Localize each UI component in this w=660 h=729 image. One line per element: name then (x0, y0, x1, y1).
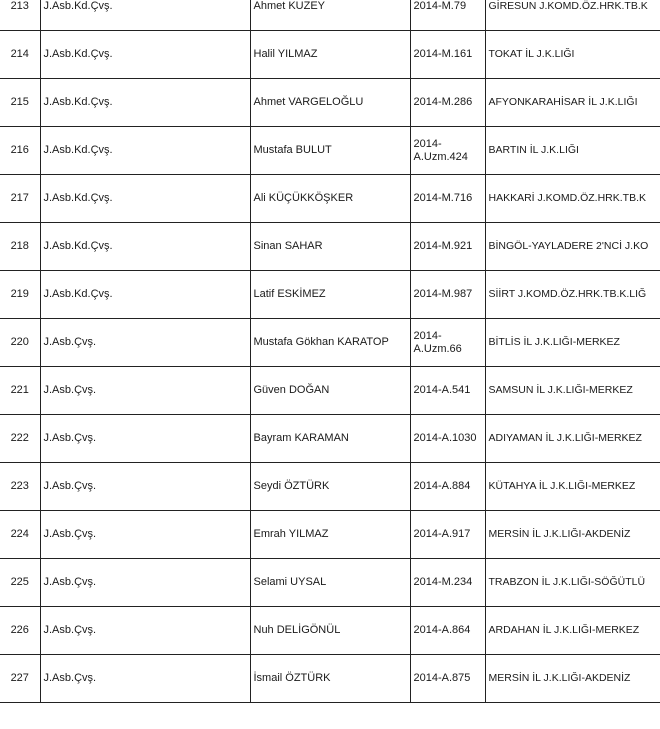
name-cell: Bayram KARAMAN (249, 414, 411, 463)
registry-number-cell: 2014-A.Uzm.424 (409, 126, 486, 175)
personnel-table: 213 J.Asb.Kd.Çvş. Ahmet KUZEY 2014-M.79 GİRE… (0, 0, 660, 703)
unit-cell: HAKKARİ J.KOMD.ÖZ.HRK.TB.K (484, 174, 660, 223)
row-number: 226 (0, 606, 41, 655)
table-row: 224 J.Asb.Çvş. Emrah YILMAZ 2014-A.917 MERSİ… (0, 510, 660, 559)
name-cell: Ahmet KUZEY (249, 0, 411, 31)
name-cell: İsmail ÖZTÜRK (249, 654, 411, 703)
registry-number-cell: 2014-M.286 (409, 78, 486, 127)
name-cell: Nuh DELİGÖNÜL (249, 606, 411, 655)
rank-cell: J.Asb.Çvş. (39, 558, 251, 607)
unit-cell: TOKAT İL J.K.LIĞI (484, 30, 660, 79)
table-row: 225 J.Asb.Çvş. Selami UYSAL 2014-M.234 TRABZ… (0, 558, 660, 607)
unit-cell: AFYONKARAHİSAR İL J.K.LIĞI (484, 78, 660, 127)
table-row: 219 J.Asb.Kd.Çvş. Latif ESKİMEZ 2014-M.987 S… (0, 270, 660, 319)
registry-number-cell: 2014-M.234 (409, 558, 486, 607)
row-number: 217 (0, 174, 41, 223)
rank-cell: J.Asb.Kd.Çvş. (39, 0, 251, 31)
registry-number-cell: 2014-A.917 (409, 510, 486, 559)
unit-cell: BİTLİS İL J.K.LIĞI-MERKEZ (484, 318, 660, 367)
unit-cell: KÜTAHYA İL J.K.LIĞI-MERKEZ (484, 462, 660, 511)
row-number: 213 (0, 0, 41, 31)
row-number: 220 (0, 318, 41, 367)
row-number: 224 (0, 510, 41, 559)
name-cell: Mustafa Gökhan KARATOP (249, 318, 411, 367)
unit-cell: MERSİN İL J.K.LIĞI-AKDENİZ (484, 510, 660, 559)
table-row: 215 J.Asb.Kd.Çvş. Ahmet VARGELOĞLU 2014-M.2… (0, 78, 660, 127)
row-number: 214 (0, 30, 41, 79)
name-cell: Latif ESKİMEZ (249, 270, 411, 319)
row-number: 215 (0, 78, 41, 127)
rank-cell: J.Asb.Çvş. (39, 318, 251, 367)
name-cell: Selami UYSAL (249, 558, 411, 607)
registry-number-cell: 2014-A.864 (409, 606, 486, 655)
row-number: 225 (0, 558, 41, 607)
unit-cell: ARDAHAN İL J.K.LIĞI-MERKEZ (484, 606, 660, 655)
rank-cell: J.Asb.Kd.Çvş. (39, 30, 251, 79)
unit-cell: SAMSUN İL J.K.LIĞI-MERKEZ (484, 366, 660, 415)
registry-number-cell: 2014-A.Uzm.66 (409, 318, 486, 367)
table-row: 226 J.Asb.Çvş. Nuh DELİGÖNÜL 2014-A.864 ARDA… (0, 606, 660, 655)
rank-cell: J.Asb.Çvş. (39, 366, 251, 415)
table-row: 222 J.Asb.Çvş. Bayram KARAMAN 2014-A.1030 AD… (0, 414, 660, 463)
table-row: 216 J.Asb.Kd.Çvş. Mustafa BULUT 2014-A.Uzm.… (0, 126, 660, 175)
table-row: 223 J.Asb.Çvş. Seydi ÖZTÜRK 2014-A.884 KÜTAH… (0, 462, 660, 511)
unit-cell: ADIYAMAN İL J.K.LIĞI-MERKEZ (484, 414, 660, 463)
rank-cell: J.Asb.Kd.Çvş. (39, 126, 251, 175)
registry-number-cell: 2014-A.541 (409, 366, 486, 415)
registry-number-cell: 2014-M.79 (409, 0, 486, 31)
unit-cell: GİRESUN J.KOMD.ÖZ.HRK.TB.K (484, 0, 660, 31)
name-cell: Seydi ÖZTÜRK (249, 462, 411, 511)
unit-cell: TRABZON İL J.K.LIĞI-SÖĞÜTLÜ (484, 558, 660, 607)
table-row: 220 J.Asb.Çvş. Mustafa Gökhan KARATOP 2014-… (0, 318, 660, 367)
rank-cell: J.Asb.Çvş. (39, 510, 251, 559)
name-cell: Halil YILMAZ (249, 30, 411, 79)
row-number: 218 (0, 222, 41, 271)
unit-cell: SİİRT J.KOMD.ÖZ.HRK.TB.K.LIĞ (484, 270, 660, 319)
rank-cell: J.Asb.Çvş. (39, 414, 251, 463)
table-row: 221 J.Asb.Çvş. Güven DOĞAN 2014-A.541 SAMSUN… (0, 366, 660, 415)
unit-cell: BİNGÖL-YAYLADERE 2'NCİ J.KO (484, 222, 660, 271)
table-row: 217 J.Asb.Kd.Çvş. Ali KÜÇÜKKÖŞKER 2014-M.71… (0, 174, 660, 223)
registry-number-cell: 2014-A.1030 (409, 414, 486, 463)
name-cell: Ali KÜÇÜKKÖŞKER (249, 174, 411, 223)
row-number: 227 (0, 654, 41, 703)
name-cell: Emrah YILMAZ (249, 510, 411, 559)
table-row: 214 J.Asb.Kd.Çvş. Halil YILMAZ 2014-M.161 TO… (0, 30, 660, 79)
table-row: 227 J.Asb.Çvş. İsmail ÖZTÜRK 2014-A.875 MERS… (0, 654, 660, 703)
name-cell: Sinan SAHAR (249, 222, 411, 271)
unit-cell: BARTIN İL J.K.LIĞI (484, 126, 660, 175)
rank-cell: J.Asb.Çvş. (39, 606, 251, 655)
unit-cell: MERSİN İL J.K.LIĞI-AKDENİZ (484, 654, 660, 703)
registry-number-cell: 2014-A.884 (409, 462, 486, 511)
row-number: 222 (0, 414, 41, 463)
table-row: 213 J.Asb.Kd.Çvş. Ahmet KUZEY 2014-M.79 GİRE… (0, 0, 660, 31)
rank-cell: J.Asb.Kd.Çvş. (39, 78, 251, 127)
name-cell: Mustafa BULUT (249, 126, 411, 175)
registry-number-cell: 2014-M.716 (409, 174, 486, 223)
rank-cell: J.Asb.Kd.Çvş. (39, 222, 251, 271)
registry-number-cell: 2014-A.875 (409, 654, 486, 703)
row-number: 223 (0, 462, 41, 511)
registry-number-cell: 2014-M.161 (409, 30, 486, 79)
registry-number-cell: 2014-M.921 (409, 222, 486, 271)
rank-cell: J.Asb.Çvş. (39, 654, 251, 703)
row-number: 219 (0, 270, 41, 319)
registry-number-cell: 2014-M.987 (409, 270, 486, 319)
rank-cell: J.Asb.Çvş. (39, 462, 251, 511)
table-row: 218 J.Asb.Kd.Çvş. Sinan SAHAR 2014-M.921 BİN… (0, 222, 660, 271)
rank-cell: J.Asb.Kd.Çvş. (39, 270, 251, 319)
rank-cell: J.Asb.Kd.Çvş. (39, 174, 251, 223)
row-number: 221 (0, 366, 41, 415)
row-number: 216 (0, 126, 41, 175)
name-cell: Ahmet VARGELOĞLU (249, 78, 411, 127)
name-cell: Güven DOĞAN (249, 366, 411, 415)
